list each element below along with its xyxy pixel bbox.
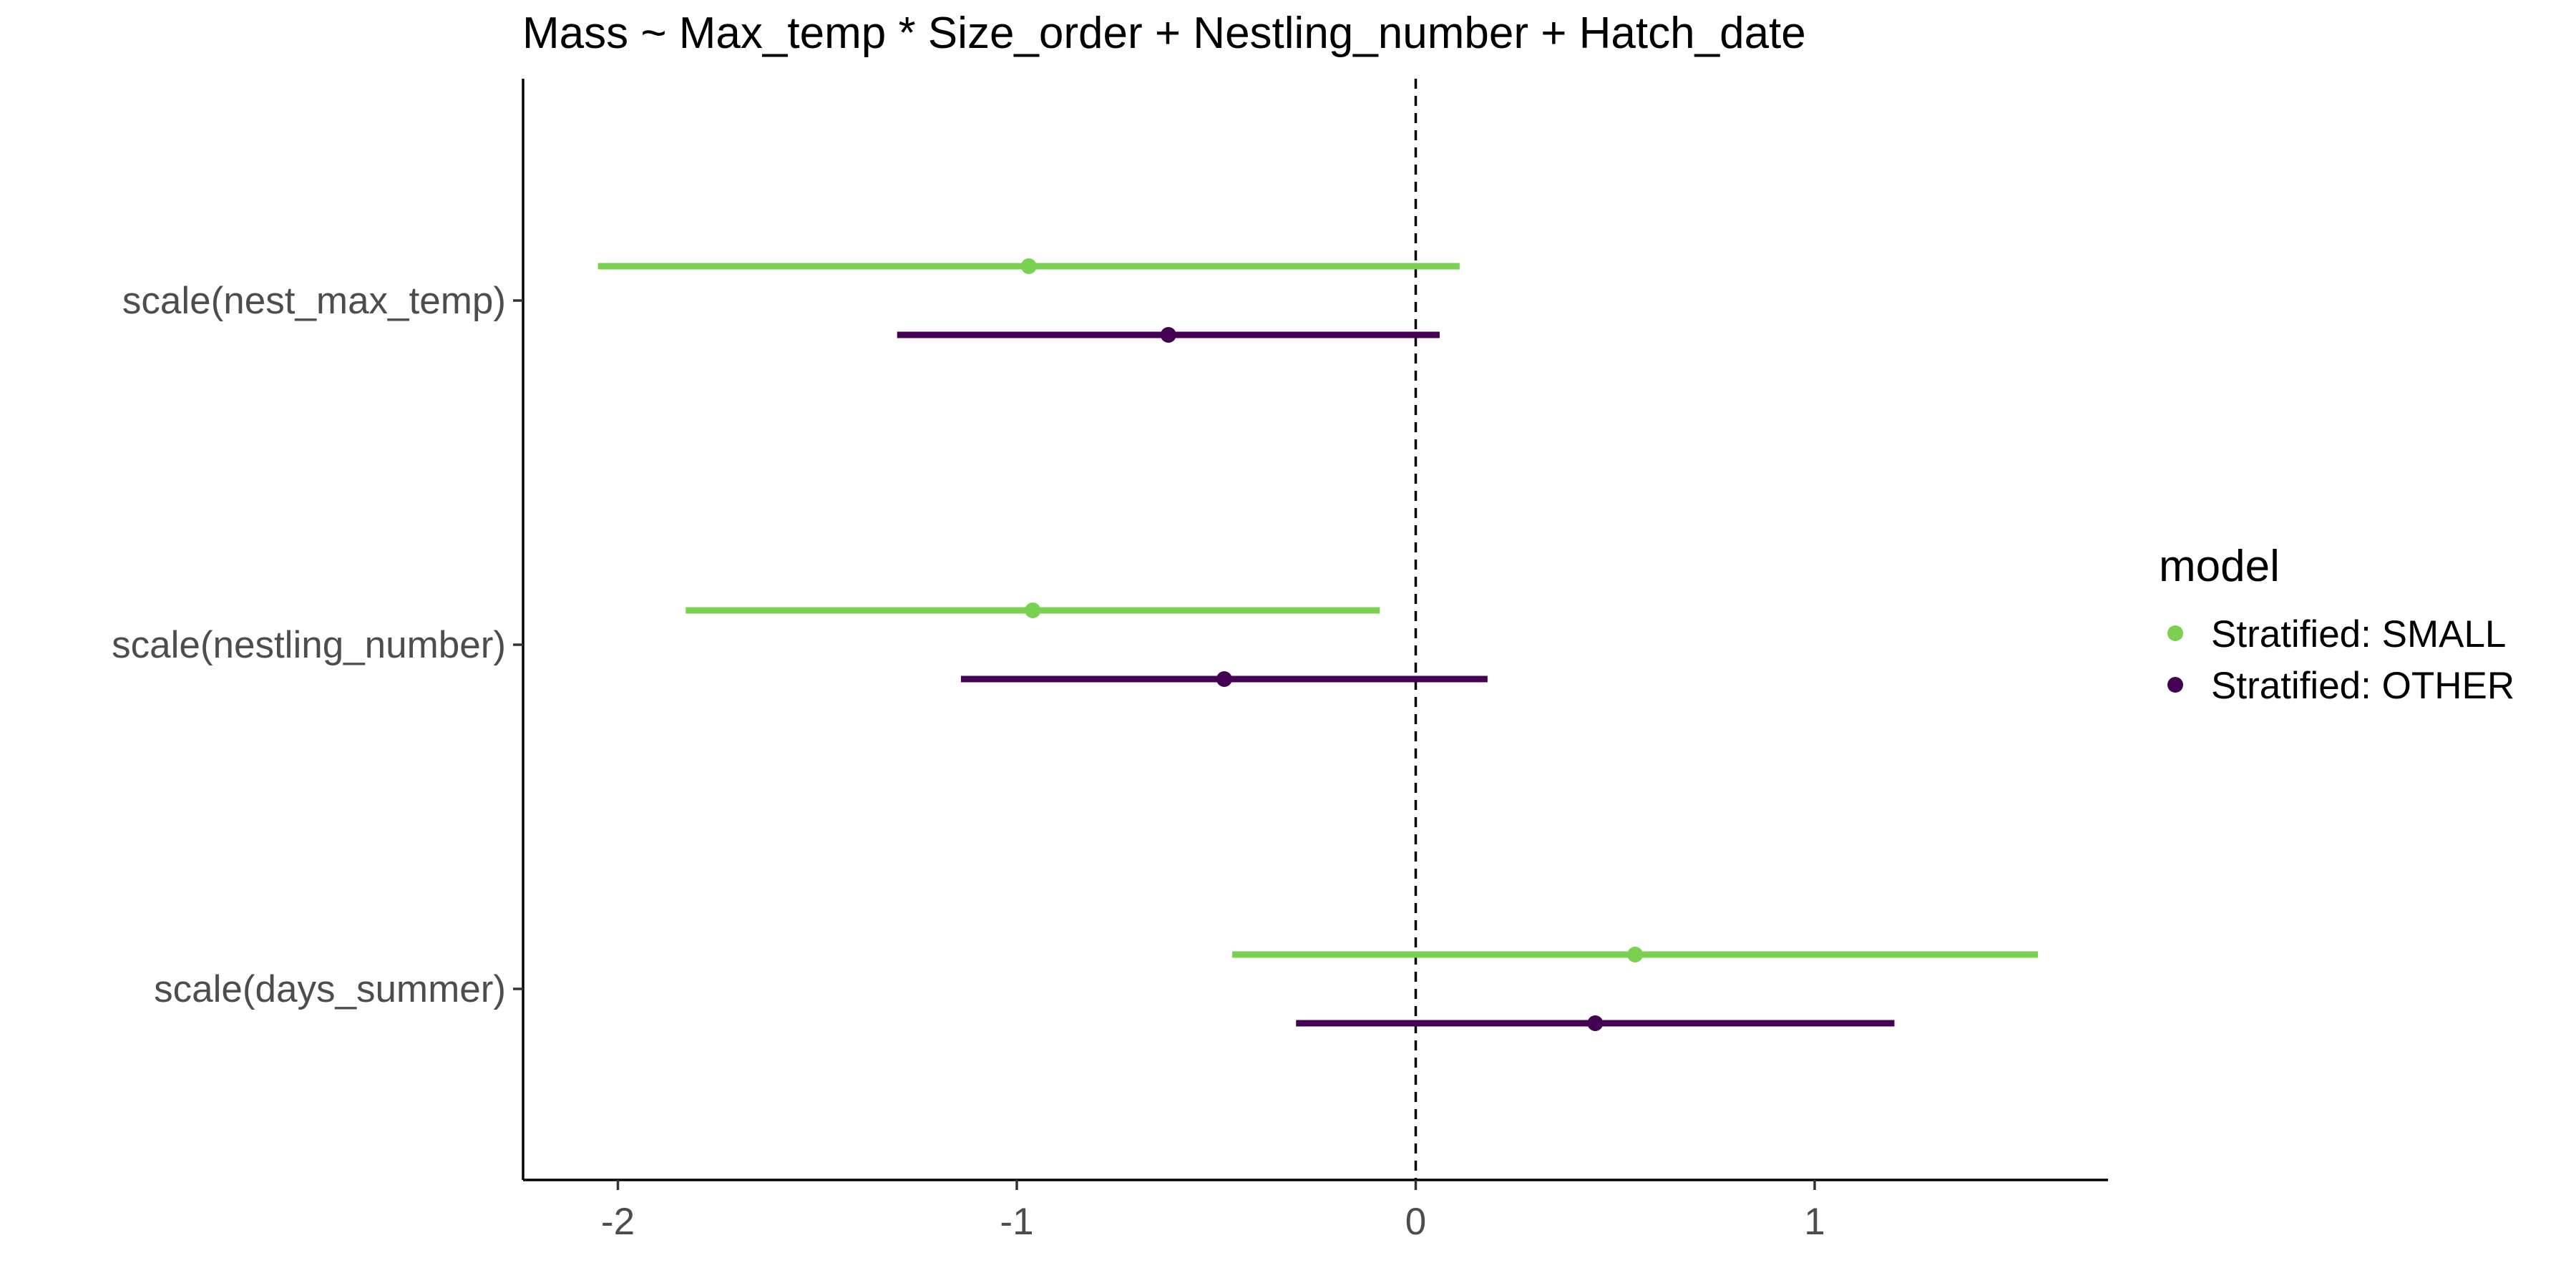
axes-layer (522, 79, 2108, 1181)
legend: model Stratified: SMALL Stratified: OTHER (2159, 542, 2514, 707)
x-tick-label-2: 0 (1405, 1201, 1426, 1243)
ticks-layer: scale(nest_max_temp) scale(nestling_numbe… (112, 280, 1825, 1243)
series-layer (597, 258, 2039, 1031)
legend-key-small (2167, 625, 2183, 641)
chart-title: Mass ~ Max_temp * Size_order + Nestling_… (522, 9, 1806, 58)
x-tick-label-3: 1 (1804, 1201, 1825, 1243)
estimate-point-other-2 (1587, 1015, 1604, 1031)
estimate-point-small-0 (1020, 258, 1037, 274)
estimate-point-other-1 (1216, 671, 1232, 687)
x-tick-label-0: -2 (601, 1201, 635, 1243)
y-tick-label-0: scale(nest_max_temp) (122, 280, 506, 322)
legend-title: model (2159, 542, 2280, 591)
legend-key-other (2167, 677, 2183, 693)
legend-label-other: Stratified: OTHER (2211, 665, 2514, 707)
legend-label-small: Stratified: SMALL (2211, 613, 2506, 655)
estimate-point-other-0 (1160, 327, 1176, 343)
y-tick-label-2: scale(days_summer) (154, 968, 506, 1010)
estimate-point-small-1 (1025, 602, 1041, 618)
y-tick-label-1: scale(nestling_number) (112, 624, 506, 666)
x-tick-label-1: -1 (1000, 1201, 1033, 1243)
estimate-point-small-2 (1627, 947, 1644, 962)
